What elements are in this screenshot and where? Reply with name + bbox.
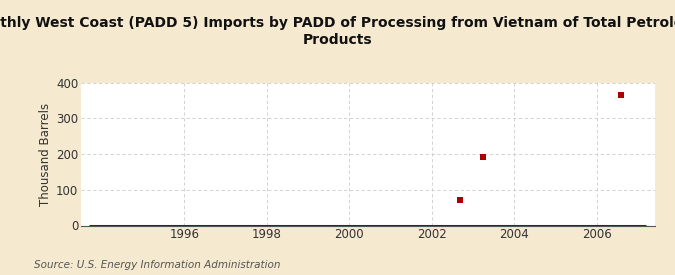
Y-axis label: Thousand Barrels: Thousand Barrels — [38, 103, 52, 206]
Text: Monthly West Coast (PADD 5) Imports by PADD of Processing from Vietnam of Total : Monthly West Coast (PADD 5) Imports by P… — [0, 16, 675, 47]
Text: Source: U.S. Energy Information Administration: Source: U.S. Energy Information Administ… — [34, 260, 280, 270]
